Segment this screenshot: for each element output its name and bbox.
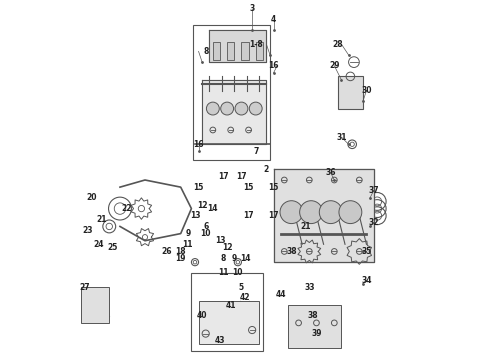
Bar xyxy=(213,42,220,60)
Text: 38: 38 xyxy=(286,247,297,256)
Bar xyxy=(288,305,342,348)
Text: 43: 43 xyxy=(215,336,225,345)
Bar xyxy=(227,42,234,60)
Text: 40: 40 xyxy=(197,311,207,320)
Text: 5: 5 xyxy=(239,283,244,292)
Polygon shape xyxy=(202,80,267,144)
Text: 39: 39 xyxy=(311,329,322,338)
Text: 24: 24 xyxy=(93,240,104,249)
Text: 19: 19 xyxy=(175,254,186,263)
Text: 17: 17 xyxy=(236,172,247,181)
Polygon shape xyxy=(273,169,373,262)
Text: 41: 41 xyxy=(225,301,236,310)
Text: 2: 2 xyxy=(264,165,269,174)
Text: 25: 25 xyxy=(108,243,118,252)
Text: 13: 13 xyxy=(215,236,225,245)
Text: 14: 14 xyxy=(208,204,218,213)
Text: 8: 8 xyxy=(203,47,208,56)
Bar xyxy=(242,42,248,60)
Circle shape xyxy=(300,201,322,224)
Text: 7: 7 xyxy=(253,147,258,156)
Text: 1-8: 1-8 xyxy=(249,40,263,49)
Text: 17: 17 xyxy=(268,211,279,220)
Text: 28: 28 xyxy=(333,40,343,49)
Bar xyxy=(256,42,263,60)
Text: 37: 37 xyxy=(368,186,379,195)
Text: 44: 44 xyxy=(275,290,286,299)
Circle shape xyxy=(319,201,342,224)
Text: 15: 15 xyxy=(194,183,204,192)
Text: 18: 18 xyxy=(175,247,186,256)
Circle shape xyxy=(280,201,303,224)
Text: 29: 29 xyxy=(329,61,340,70)
Polygon shape xyxy=(209,30,267,62)
Text: 15: 15 xyxy=(269,183,279,192)
Text: 8: 8 xyxy=(221,254,226,263)
Text: 30: 30 xyxy=(361,86,372,95)
Text: 6: 6 xyxy=(203,222,208,231)
Text: 27: 27 xyxy=(79,283,90,292)
Text: 17: 17 xyxy=(243,211,254,220)
Text: 33: 33 xyxy=(304,283,315,292)
FancyBboxPatch shape xyxy=(193,24,270,160)
Text: 26: 26 xyxy=(161,247,172,256)
Text: 9: 9 xyxy=(232,254,237,263)
Text: 35: 35 xyxy=(361,247,371,256)
Text: 4: 4 xyxy=(271,15,276,24)
Text: 14: 14 xyxy=(240,254,250,263)
Text: 15: 15 xyxy=(244,183,254,192)
Text: 17: 17 xyxy=(218,172,229,181)
FancyBboxPatch shape xyxy=(192,273,263,351)
Text: 11: 11 xyxy=(219,268,229,277)
Circle shape xyxy=(206,102,220,115)
Text: 10: 10 xyxy=(233,268,243,277)
Text: 21: 21 xyxy=(97,215,107,224)
Text: 13: 13 xyxy=(190,211,200,220)
Circle shape xyxy=(220,102,234,115)
Circle shape xyxy=(339,201,362,224)
Text: 22: 22 xyxy=(122,204,132,213)
Text: 42: 42 xyxy=(240,293,250,302)
Text: 3: 3 xyxy=(249,4,255,13)
Text: 34: 34 xyxy=(361,275,372,284)
Text: 21: 21 xyxy=(300,222,311,231)
Text: 38: 38 xyxy=(308,311,318,320)
Circle shape xyxy=(249,102,262,115)
Bar xyxy=(198,301,259,344)
Text: 36: 36 xyxy=(325,168,336,177)
Text: 16: 16 xyxy=(269,61,279,70)
Circle shape xyxy=(235,102,248,115)
Text: 12: 12 xyxy=(197,201,207,210)
Text: 16: 16 xyxy=(194,140,204,149)
Text: 23: 23 xyxy=(83,225,93,234)
Text: 11: 11 xyxy=(183,240,193,249)
Bar xyxy=(338,76,363,109)
Text: 9: 9 xyxy=(185,229,191,238)
Text: 32: 32 xyxy=(368,219,379,228)
Text: 10: 10 xyxy=(200,229,211,238)
Bar xyxy=(81,287,109,323)
Text: 20: 20 xyxy=(86,193,97,202)
Text: 12: 12 xyxy=(222,243,232,252)
Text: 31: 31 xyxy=(336,132,347,141)
